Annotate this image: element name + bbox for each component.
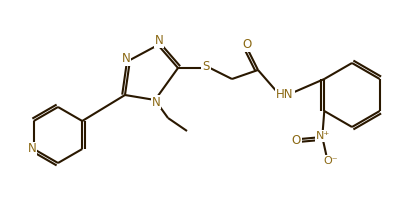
- Text: O⁻: O⁻: [322, 156, 337, 166]
- Text: N: N: [154, 34, 163, 48]
- Text: N: N: [151, 95, 160, 109]
- Text: S: S: [202, 61, 209, 74]
- Text: N⁺: N⁺: [315, 131, 330, 141]
- Text: O: O: [242, 38, 251, 51]
- Text: N: N: [27, 143, 36, 156]
- Text: O: O: [291, 133, 300, 147]
- Text: HN: HN: [275, 88, 293, 101]
- Text: N: N: [122, 53, 130, 65]
